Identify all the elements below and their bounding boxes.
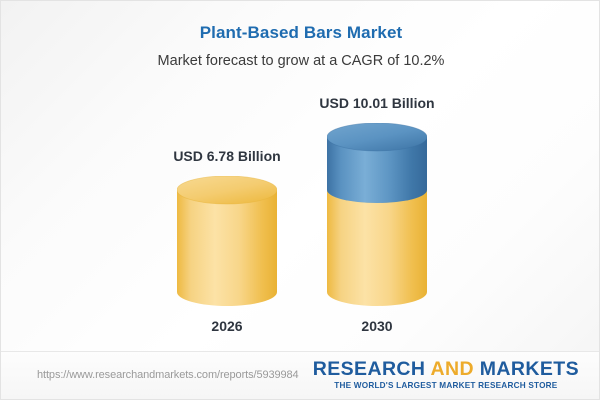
report-url[interactable]: https://www.researchandmarkets.com/repor… (37, 369, 299, 381)
bar-group-2026: USD 6.78 Billion (173, 148, 287, 334)
logo-word-research: RESEARCH (312, 358, 431, 380)
footer: https://www.researchandmarkets.com/repor… (1, 351, 599, 399)
bar-value-label-2030: USD 10.01 Billion (319, 95, 435, 111)
logo-tagline: THE WORLD'S LARGEST MARKET RESEARCH STOR… (334, 381, 558, 391)
chart-plot-area: USD 6.78 Billion (1, 1, 599, 353)
research-and-markets-logo[interactable]: RESEARCH AND MARKETS THE WORLD'S LARGEST… (313, 359, 579, 391)
page-title: Plant-Based Bars Market (199, 23, 403, 42)
bar-value-label-2026: USD 6.78 Billion (173, 148, 281, 164)
bar-category-label-2026: 2026 (211, 318, 243, 334)
bar-category-label-2030: 2030 (361, 318, 393, 334)
cylinder-2026 (177, 176, 277, 306)
page-subtitle: Market forecast to grow at a CAGR of 10.… (157, 53, 445, 69)
cylinder-2030 (327, 123, 427, 306)
logo-word-and: AND (430, 358, 474, 380)
logo-word-markets: MARKETS (473, 358, 579, 380)
bar-group-2030: USD 10.01 Billion (319, 95, 437, 334)
logo-wordmark: RESEARCH AND MARKETS (313, 359, 579, 379)
